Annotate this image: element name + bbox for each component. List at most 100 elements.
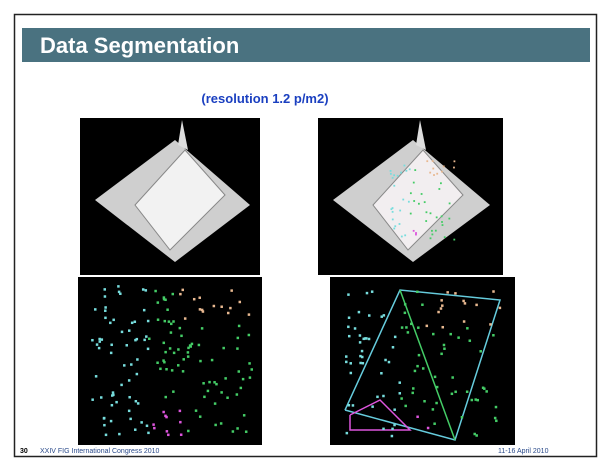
point — [411, 392, 414, 395]
point — [391, 435, 394, 438]
point — [103, 288, 106, 291]
point — [98, 338, 101, 341]
point — [180, 335, 183, 338]
point — [242, 378, 245, 381]
point — [104, 309, 107, 312]
point — [162, 359, 165, 362]
point — [404, 312, 407, 315]
point — [136, 338, 139, 341]
point — [348, 316, 351, 319]
point — [171, 369, 174, 372]
point — [118, 433, 121, 436]
point — [454, 160, 456, 162]
point — [380, 372, 383, 375]
point — [448, 218, 450, 220]
point — [393, 424, 396, 427]
point — [424, 201, 426, 203]
point — [440, 353, 443, 356]
point — [404, 405, 407, 408]
point — [398, 381, 401, 384]
point — [359, 355, 362, 358]
point — [227, 312, 230, 315]
point — [110, 420, 113, 423]
point — [453, 239, 455, 241]
point — [394, 336, 397, 339]
point — [220, 391, 223, 394]
point — [382, 428, 385, 431]
point — [430, 237, 432, 239]
image-bg — [78, 277, 262, 445]
point — [401, 236, 403, 238]
point — [198, 344, 201, 347]
point — [180, 433, 183, 436]
point — [146, 425, 149, 428]
point — [442, 224, 444, 226]
point — [163, 342, 166, 345]
point — [214, 402, 217, 405]
point — [453, 167, 455, 169]
point — [382, 395, 385, 398]
slide-title: Data Segmentation — [40, 33, 239, 58]
point — [441, 221, 443, 223]
point — [451, 393, 454, 396]
point — [469, 339, 472, 342]
point — [432, 168, 434, 170]
point — [94, 308, 97, 311]
point — [471, 399, 474, 402]
point — [152, 423, 155, 426]
slide: Data Segmentation (resolution 1.2 p/m2) … — [0, 0, 610, 461]
page: Data Segmentation (resolution 1.2 p/m2) … — [0, 0, 610, 461]
point — [110, 344, 113, 347]
point — [104, 295, 107, 298]
point — [348, 404, 351, 407]
point — [402, 199, 404, 201]
point — [418, 203, 420, 205]
point — [169, 347, 172, 350]
point — [137, 402, 140, 405]
point — [489, 323, 492, 326]
point — [164, 320, 167, 323]
point — [229, 307, 232, 310]
point — [172, 293, 175, 296]
point — [390, 208, 392, 210]
point — [177, 364, 180, 367]
point — [109, 322, 112, 325]
point — [128, 329, 131, 332]
point — [251, 368, 254, 371]
point — [243, 414, 246, 417]
point — [237, 337, 240, 340]
point — [98, 347, 101, 350]
point — [390, 170, 392, 172]
point — [248, 362, 251, 365]
point — [187, 347, 190, 350]
point — [427, 427, 430, 430]
point — [345, 355, 348, 358]
image-top-left — [80, 118, 260, 275]
point — [164, 351, 167, 354]
point — [117, 285, 120, 288]
point — [413, 200, 415, 202]
point — [416, 365, 419, 368]
point — [400, 172, 402, 174]
point — [179, 293, 182, 296]
point — [115, 401, 118, 404]
point — [404, 165, 406, 167]
point — [434, 376, 437, 379]
subtitle: (resolution 1.2 p/m2) — [201, 91, 328, 106]
point — [384, 359, 387, 362]
page-number: 30 — [20, 448, 28, 455]
point — [184, 317, 187, 320]
point — [202, 310, 205, 313]
point — [391, 428, 394, 431]
point — [121, 331, 124, 334]
point — [136, 358, 139, 361]
point — [408, 201, 410, 203]
point — [95, 375, 98, 378]
point — [366, 292, 369, 295]
point — [238, 370, 241, 373]
point — [399, 210, 401, 212]
point — [239, 301, 242, 304]
point — [362, 362, 365, 365]
point — [495, 406, 498, 409]
point — [435, 230, 437, 232]
